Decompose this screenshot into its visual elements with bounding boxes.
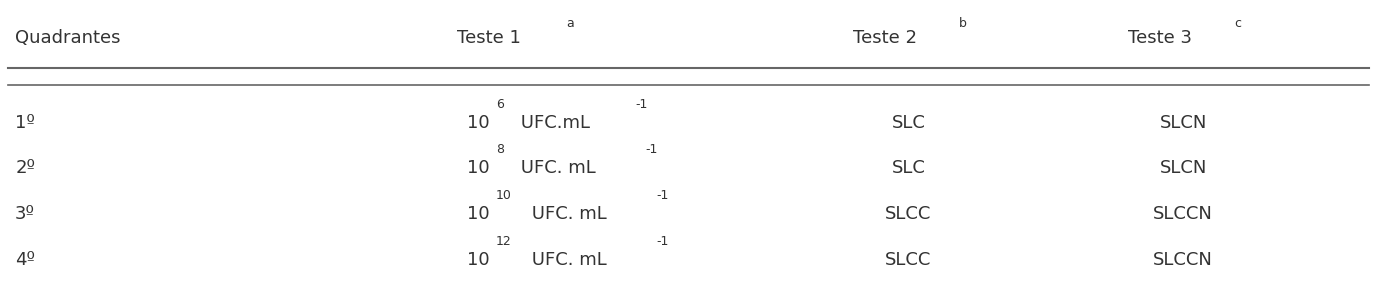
Text: UFC. mL: UFC. mL — [526, 251, 607, 269]
Text: 10: 10 — [496, 189, 512, 202]
Text: -1: -1 — [657, 235, 669, 248]
Text: 8: 8 — [496, 143, 504, 156]
Text: -1: -1 — [635, 98, 647, 111]
Text: UFC. mL: UFC. mL — [526, 205, 607, 222]
Text: c: c — [1234, 17, 1241, 30]
Text: SLC: SLC — [891, 114, 925, 132]
Text: 2º: 2º — [15, 158, 36, 177]
Text: 10: 10 — [467, 114, 489, 132]
Text: 10: 10 — [467, 158, 489, 177]
Text: 10: 10 — [467, 251, 489, 269]
Text: 3º: 3º — [15, 205, 36, 222]
Text: SLCC: SLCC — [885, 251, 932, 269]
Text: UFC. mL: UFC. mL — [515, 158, 596, 177]
Text: -1: -1 — [646, 143, 658, 156]
Text: Teste 3: Teste 3 — [1128, 29, 1198, 47]
Text: Teste 2: Teste 2 — [852, 29, 923, 47]
Text: SLCCN: SLCCN — [1154, 251, 1213, 269]
Text: SLC: SLC — [891, 158, 925, 177]
Text: a: a — [566, 17, 574, 30]
Text: SLCN: SLCN — [1159, 158, 1206, 177]
Text: 10: 10 — [467, 205, 489, 222]
Text: SLCC: SLCC — [885, 205, 932, 222]
Text: b: b — [960, 17, 967, 30]
Text: SLCN: SLCN — [1159, 114, 1206, 132]
Text: -1: -1 — [657, 189, 669, 202]
Text: 12: 12 — [496, 235, 512, 248]
Text: UFC.mL: UFC.mL — [515, 114, 591, 132]
Text: 4º: 4º — [15, 251, 36, 269]
Text: 1º: 1º — [15, 114, 34, 132]
Text: SLCCN: SLCCN — [1154, 205, 1213, 222]
Text: Teste 1: Teste 1 — [457, 29, 521, 47]
Text: Quadrantes: Quadrantes — [15, 29, 121, 47]
Text: 6: 6 — [496, 98, 504, 111]
